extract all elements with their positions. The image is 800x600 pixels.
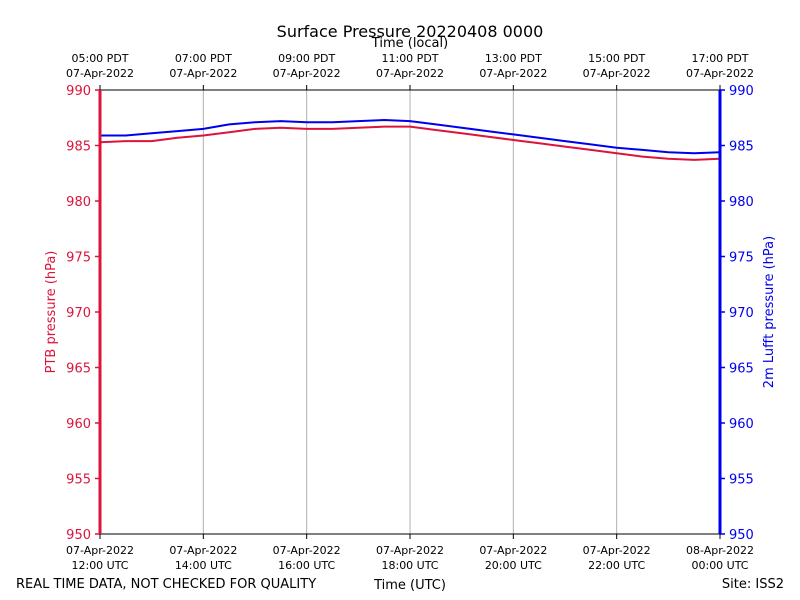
- top-tick-time: 05:00 PDT: [71, 52, 128, 65]
- right-tick-label: 990: [729, 84, 754, 99]
- bottom-tick-date: 07-Apr-2022: [273, 544, 341, 557]
- lufft-pressure-line: [100, 119, 721, 155]
- bottom-tick-date: 07-Apr-2022: [66, 544, 134, 557]
- left-tick-label: 960: [66, 417, 91, 432]
- left-axis-ticks: 950 955 960 965 970 975 980 985 990: [66, 84, 100, 543]
- top-tick-date: 07-Apr-2022: [376, 67, 444, 80]
- bottom-axis-ticks: 07-Apr-2022 12:00 UTC 07-Apr-2022 14:00 UTC…: [66, 534, 754, 572]
- left-tick-label: 985: [66, 140, 91, 155]
- top-axis-label: Time (local): [371, 36, 448, 51]
- bottom-tick-time: 00:00 UTC: [691, 559, 748, 572]
- ptb-pressure-line: [99, 125, 721, 161]
- top-tick-time: 17:00 PDT: [691, 52, 748, 65]
- bottom-tick-date: 07-Apr-2022: [376, 544, 444, 557]
- right-tick-label: 965: [729, 362, 754, 377]
- site-label: Site: ISS2: [722, 577, 784, 592]
- bottom-tick-time: 20:00 UTC: [485, 559, 542, 572]
- top-tick-time: 13:00 PDT: [485, 52, 542, 65]
- bottom-tick-time: 18:00 UTC: [381, 559, 438, 572]
- bottom-tick-date: 07-Apr-2022: [169, 544, 237, 557]
- left-tick-label: 975: [66, 251, 91, 266]
- chart-title: Surface Pressure 20220408 0000: [277, 22, 544, 41]
- left-tick-label: 980: [66, 195, 91, 210]
- top-tick-time: 07:00 PDT: [175, 52, 232, 65]
- left-axis-label: PTB pressure (hPa): [44, 251, 59, 374]
- left-tick-label: 955: [66, 473, 91, 488]
- left-tick-label: 990: [66, 84, 91, 99]
- top-tick-time: 15:00 PDT: [588, 52, 645, 65]
- top-tick-date: 07-Apr-2022: [66, 67, 134, 80]
- top-tick-date: 07-Apr-2022: [479, 67, 547, 80]
- series-layer: [99, 119, 721, 161]
- right-tick-label: 960: [729, 417, 754, 432]
- right-axis-ticks: 950 955 960 965 970 975 980 985 990: [720, 84, 754, 543]
- left-tick-label: 965: [66, 362, 91, 377]
- quality-disclaimer: REAL TIME DATA, NOT CHECKED FOR QUALITY: [16, 577, 316, 592]
- bottom-tick-time: 22:00 UTC: [588, 559, 645, 572]
- right-tick-label: 980: [729, 195, 754, 210]
- right-tick-label: 975: [729, 251, 754, 266]
- bottom-tick-date: 08-Apr-2022: [686, 544, 754, 557]
- bottom-axis-label: Time (UTC): [373, 578, 446, 593]
- right-axis-label: 2m Lufft pressure (hPa): [762, 236, 777, 388]
- right-tick-label: 950: [729, 528, 754, 543]
- bottom-tick-time: 16:00 UTC: [278, 559, 335, 572]
- right-tick-label: 955: [729, 473, 754, 488]
- left-tick-label: 950: [66, 528, 91, 543]
- vertical-grid: [202, 90, 618, 534]
- top-tick-date: 07-Apr-2022: [583, 67, 651, 80]
- bottom-tick-time: 12:00 UTC: [71, 559, 128, 572]
- top-tick-time: 09:00 PDT: [278, 52, 335, 65]
- right-tick-label: 970: [729, 306, 754, 321]
- top-axis-ticks: 05:00 PDT 07-Apr-2022 07:00 PDT 07-Apr-2022…: [66, 52, 754, 90]
- left-tick-label: 970: [66, 306, 91, 321]
- bottom-tick-date: 07-Apr-2022: [583, 544, 651, 557]
- top-tick-date: 07-Apr-2022: [273, 67, 341, 80]
- bottom-tick-date: 07-Apr-2022: [479, 544, 547, 557]
- bottom-tick-time: 14:00 UTC: [175, 559, 232, 572]
- right-tick-label: 985: [729, 140, 754, 155]
- top-tick-time: 11:00 PDT: [381, 52, 438, 65]
- top-tick-date: 07-Apr-2022: [686, 67, 754, 80]
- top-tick-date: 07-Apr-2022: [169, 67, 237, 80]
